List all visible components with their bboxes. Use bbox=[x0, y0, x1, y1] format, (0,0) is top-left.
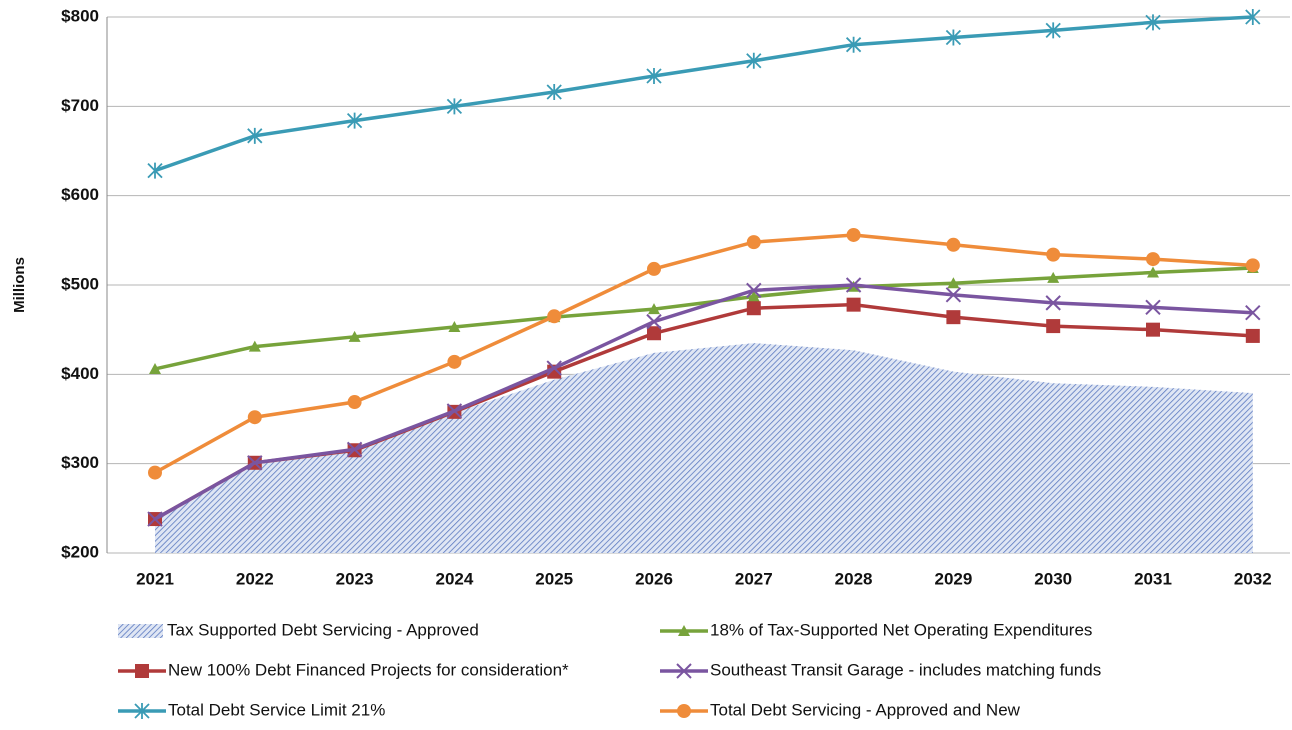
marker bbox=[547, 309, 562, 324]
marker bbox=[747, 290, 760, 302]
legend-label: 18% of Tax-Supported Net Operating Expen… bbox=[710, 620, 1092, 639]
marker bbox=[646, 313, 662, 330]
y-tick-label: $800 bbox=[61, 6, 99, 25]
legend-label: Southeast Transit Garage - includes matc… bbox=[710, 660, 1101, 679]
x-tick-label: 2031 bbox=[1134, 569, 1172, 588]
marker bbox=[448, 320, 461, 332]
marker bbox=[348, 330, 361, 342]
marker bbox=[746, 301, 761, 316]
marker bbox=[248, 340, 261, 352]
legend-label: Total Debt Service Limit 21% bbox=[168, 700, 385, 719]
marker bbox=[148, 465, 162, 480]
marker bbox=[846, 227, 861, 242]
marker bbox=[1245, 328, 1260, 343]
marker bbox=[446, 98, 463, 115]
marker bbox=[1245, 304, 1261, 321]
marker bbox=[546, 360, 562, 376]
marker bbox=[946, 310, 961, 325]
y-tick-label: $300 bbox=[61, 453, 99, 472]
marker bbox=[149, 362, 161, 374]
x-tick-label: 2021 bbox=[136, 569, 174, 588]
marker bbox=[846, 297, 861, 312]
marker bbox=[945, 29, 962, 46]
x-tick-label: 2024 bbox=[435, 569, 473, 588]
x-tick-label: 2029 bbox=[934, 569, 972, 588]
marker bbox=[648, 303, 660, 315]
marker bbox=[1046, 319, 1061, 334]
marker bbox=[746, 235, 761, 250]
marker bbox=[1146, 322, 1160, 337]
marker bbox=[447, 354, 462, 369]
x-tick-label: 2022 bbox=[236, 569, 274, 588]
area bbox=[155, 343, 1253, 553]
marker bbox=[346, 441, 363, 458]
x-tick-label: 2028 bbox=[835, 569, 873, 588]
marker bbox=[147, 162, 163, 179]
legend-marker bbox=[135, 664, 149, 678]
legend-label: Tax Supported Debt Servicing - Approved bbox=[167, 620, 479, 639]
line bbox=[154, 266, 1253, 371]
y-tick-label: $700 bbox=[61, 96, 99, 115]
x-tick-label: 2023 bbox=[336, 569, 374, 588]
marker bbox=[646, 67, 662, 84]
marker bbox=[546, 84, 562, 101]
marker bbox=[1146, 252, 1160, 267]
marker bbox=[446, 403, 463, 419]
marker bbox=[1046, 247, 1061, 262]
legend-label: Total Debt Servicing - Approved and New bbox=[710, 700, 1021, 719]
marker bbox=[1145, 14, 1161, 31]
marker bbox=[347, 395, 362, 410]
legend-marker bbox=[677, 704, 691, 718]
x-tick-label: 2032 bbox=[1234, 569, 1272, 588]
marker bbox=[845, 277, 862, 293]
marker bbox=[147, 511, 163, 527]
line bbox=[154, 233, 1253, 475]
marker bbox=[845, 36, 862, 53]
marker bbox=[647, 261, 661, 276]
line bbox=[154, 15, 1253, 173]
legend-marker bbox=[134, 703, 150, 719]
legend-marker bbox=[678, 625, 690, 636]
marker bbox=[247, 127, 263, 144]
marker bbox=[1047, 271, 1060, 283]
y-tick-label: $200 bbox=[61, 542, 99, 561]
x-tick-label: 2026 bbox=[635, 569, 673, 588]
marker bbox=[746, 52, 762, 69]
legend-label: New 100% Debt Financed Projects for cons… bbox=[168, 660, 569, 679]
marker bbox=[947, 277, 960, 289]
y-axis-label: Millions bbox=[11, 257, 28, 313]
legend-swatch bbox=[118, 624, 163, 638]
x-tick-label: 2025 bbox=[535, 569, 573, 588]
legend-marker bbox=[676, 663, 692, 679]
marker bbox=[945, 287, 962, 303]
marker bbox=[346, 112, 363, 129]
y-tick-label: $400 bbox=[61, 364, 99, 383]
marker bbox=[1147, 266, 1159, 278]
marker bbox=[746, 282, 762, 299]
y-tick-label: $600 bbox=[61, 185, 99, 204]
marker bbox=[647, 326, 661, 341]
marker bbox=[247, 410, 262, 425]
marker bbox=[247, 455, 263, 471]
marker bbox=[1145, 299, 1161, 316]
y-tick-label: $500 bbox=[61, 274, 99, 293]
marker bbox=[1245, 9, 1261, 25]
x-tick-label: 2027 bbox=[735, 569, 773, 588]
line bbox=[154, 283, 1253, 521]
x-tick-label: 2030 bbox=[1034, 569, 1072, 588]
marker bbox=[1045, 295, 1061, 311]
marker bbox=[946, 237, 961, 252]
marker bbox=[1245, 258, 1260, 273]
marker bbox=[1045, 22, 1061, 39]
